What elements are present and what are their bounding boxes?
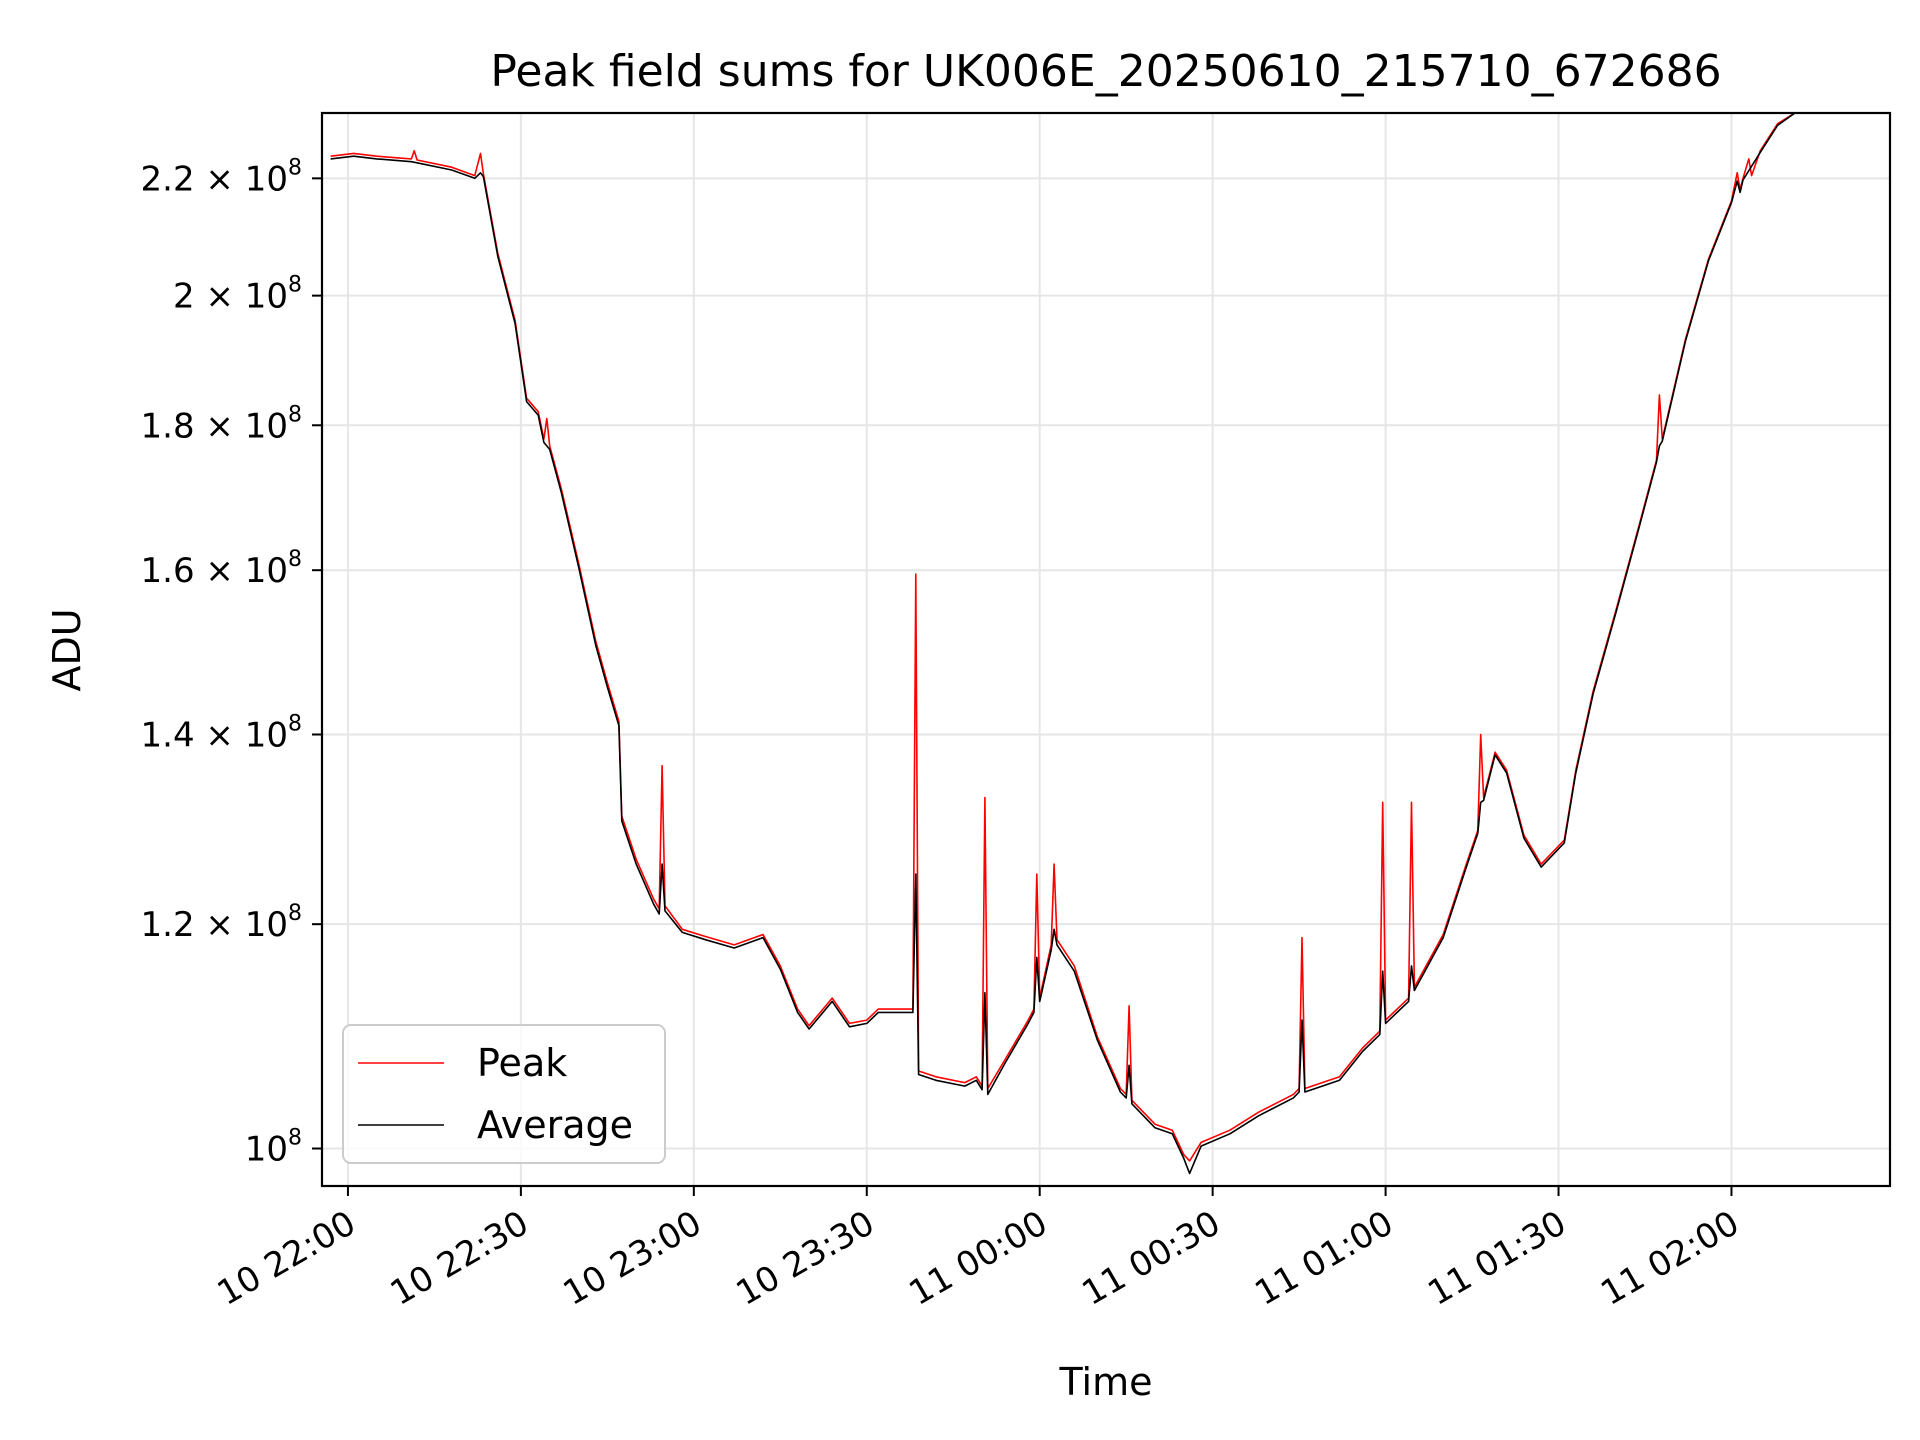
y-axis-label: ADU xyxy=(45,608,89,691)
grid xyxy=(322,113,1890,1186)
y-tick-label: 1.2 × 108 xyxy=(141,901,302,945)
y-tick-label: 1.6 × 108 xyxy=(141,547,302,591)
plot-frame xyxy=(320,111,1892,1188)
series-layer xyxy=(330,113,1824,1175)
legend-label-average: Average xyxy=(477,1103,633,1147)
y-axis: 108 1.2 × 108 1.4 × 108 1.6 × 108 1.8 × 108 2… xyxy=(141,155,322,1170)
x-axis-label: Time xyxy=(1059,1360,1153,1404)
y-tick-label: 2.2 × 108 xyxy=(141,155,302,199)
y-tick-label: 108 xyxy=(245,1126,302,1170)
chart-title: Peak field sums for UK006E_20250610_2157… xyxy=(490,46,1721,97)
series-line-average xyxy=(330,113,1824,1175)
legend-box xyxy=(342,1024,666,1164)
y-tick-label: 1.8 × 108 xyxy=(141,402,302,446)
y-tick-label: 2 × 108 xyxy=(173,273,302,317)
legend-label-peak: Peak xyxy=(477,1041,567,1085)
y-tick-label: 1.4 × 108 xyxy=(141,712,302,756)
legend: Peak Average xyxy=(342,1024,666,1164)
